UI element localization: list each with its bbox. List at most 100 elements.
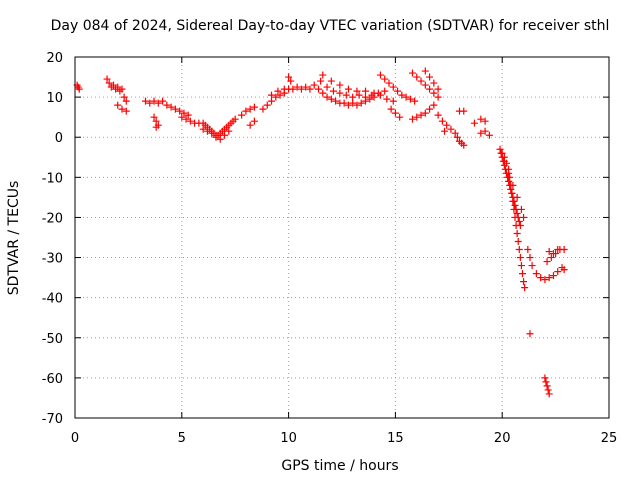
data-point <box>451 129 459 137</box>
data-point <box>421 67 429 75</box>
data-point <box>203 127 211 135</box>
data-point <box>163 101 171 109</box>
data-point <box>118 85 126 93</box>
y-tick-label: 10 <box>46 91 63 106</box>
data-point <box>528 262 536 270</box>
data-point <box>408 115 416 123</box>
data-point <box>370 89 378 97</box>
data-point <box>366 95 374 103</box>
data-point <box>481 117 489 125</box>
data-point <box>481 127 489 135</box>
data-point <box>280 85 288 93</box>
data-point <box>511 213 519 221</box>
data-point <box>543 258 551 266</box>
data-point <box>268 97 276 105</box>
data-point <box>319 71 327 79</box>
data-point <box>434 93 442 101</box>
y-tick-label: -60 <box>42 372 63 387</box>
data-point <box>517 262 525 270</box>
data-point <box>250 117 258 125</box>
data-point <box>453 133 461 141</box>
data-point <box>176 107 184 115</box>
data-point <box>516 254 524 262</box>
data-point <box>430 79 438 87</box>
data-point <box>549 250 557 258</box>
data-point <box>332 97 340 105</box>
data-point <box>246 121 254 129</box>
x-tick-label: 0 <box>71 431 79 446</box>
data-point <box>413 73 421 81</box>
data-point <box>361 87 369 95</box>
data-point <box>417 77 425 85</box>
data-point <box>225 127 233 135</box>
data-point <box>268 91 276 99</box>
data-point <box>329 87 337 95</box>
data-point <box>526 330 534 338</box>
data-point <box>167 103 175 111</box>
data-point <box>221 131 229 139</box>
data-point <box>549 272 557 280</box>
data-point <box>434 85 442 93</box>
x-tick-label: 15 <box>387 431 404 446</box>
data-point <box>376 91 384 99</box>
data-point <box>512 221 520 229</box>
data-point <box>545 248 553 256</box>
data-point <box>441 127 449 135</box>
data-point <box>259 105 267 113</box>
data-point <box>242 107 250 115</box>
data-point <box>122 97 130 105</box>
x-tick-label: 25 <box>601 431 618 446</box>
x-axis-label: GPS time / hours <box>281 458 398 474</box>
data-point <box>470 119 478 127</box>
data-point <box>315 85 323 93</box>
data-point <box>250 103 258 111</box>
data-point <box>426 85 434 93</box>
data-point <box>438 117 446 125</box>
data-point <box>159 97 167 105</box>
data-point <box>517 205 525 213</box>
data-point <box>421 81 429 89</box>
data-point <box>150 97 158 105</box>
data-point <box>508 189 516 197</box>
data-point <box>510 205 518 213</box>
data-point <box>114 101 122 109</box>
data-point <box>293 83 301 91</box>
data-point <box>118 105 126 113</box>
data-point <box>498 149 506 157</box>
data-point <box>460 141 468 149</box>
data-point <box>114 83 122 91</box>
data-point <box>500 157 508 165</box>
data-point <box>402 93 410 101</box>
data-point <box>560 266 568 274</box>
data-point <box>327 77 335 85</box>
y-tick-label: -20 <box>42 211 63 226</box>
data-point <box>182 115 190 123</box>
data-point <box>317 77 325 85</box>
y-tick-label: 0 <box>55 131 63 146</box>
data-point <box>537 274 545 282</box>
data-point <box>426 73 434 81</box>
data-point <box>505 169 513 177</box>
data-point <box>327 95 335 103</box>
data-point <box>394 87 402 95</box>
data-point <box>560 246 568 254</box>
data-point <box>387 105 395 113</box>
data-point <box>544 386 552 394</box>
data-point <box>212 133 220 141</box>
data-point <box>263 101 271 109</box>
data-point <box>381 87 389 95</box>
data-point <box>417 111 425 119</box>
data-point <box>376 71 384 79</box>
data-point <box>184 111 192 119</box>
data-point <box>443 121 451 129</box>
data-point <box>545 274 553 282</box>
data-point <box>434 111 442 119</box>
x-tick-label: 20 <box>494 431 511 446</box>
data-point <box>141 97 149 105</box>
data-point <box>319 89 327 97</box>
data-point <box>323 83 331 91</box>
data-point <box>178 113 186 121</box>
data-point <box>514 238 522 246</box>
data-point <box>285 73 293 81</box>
